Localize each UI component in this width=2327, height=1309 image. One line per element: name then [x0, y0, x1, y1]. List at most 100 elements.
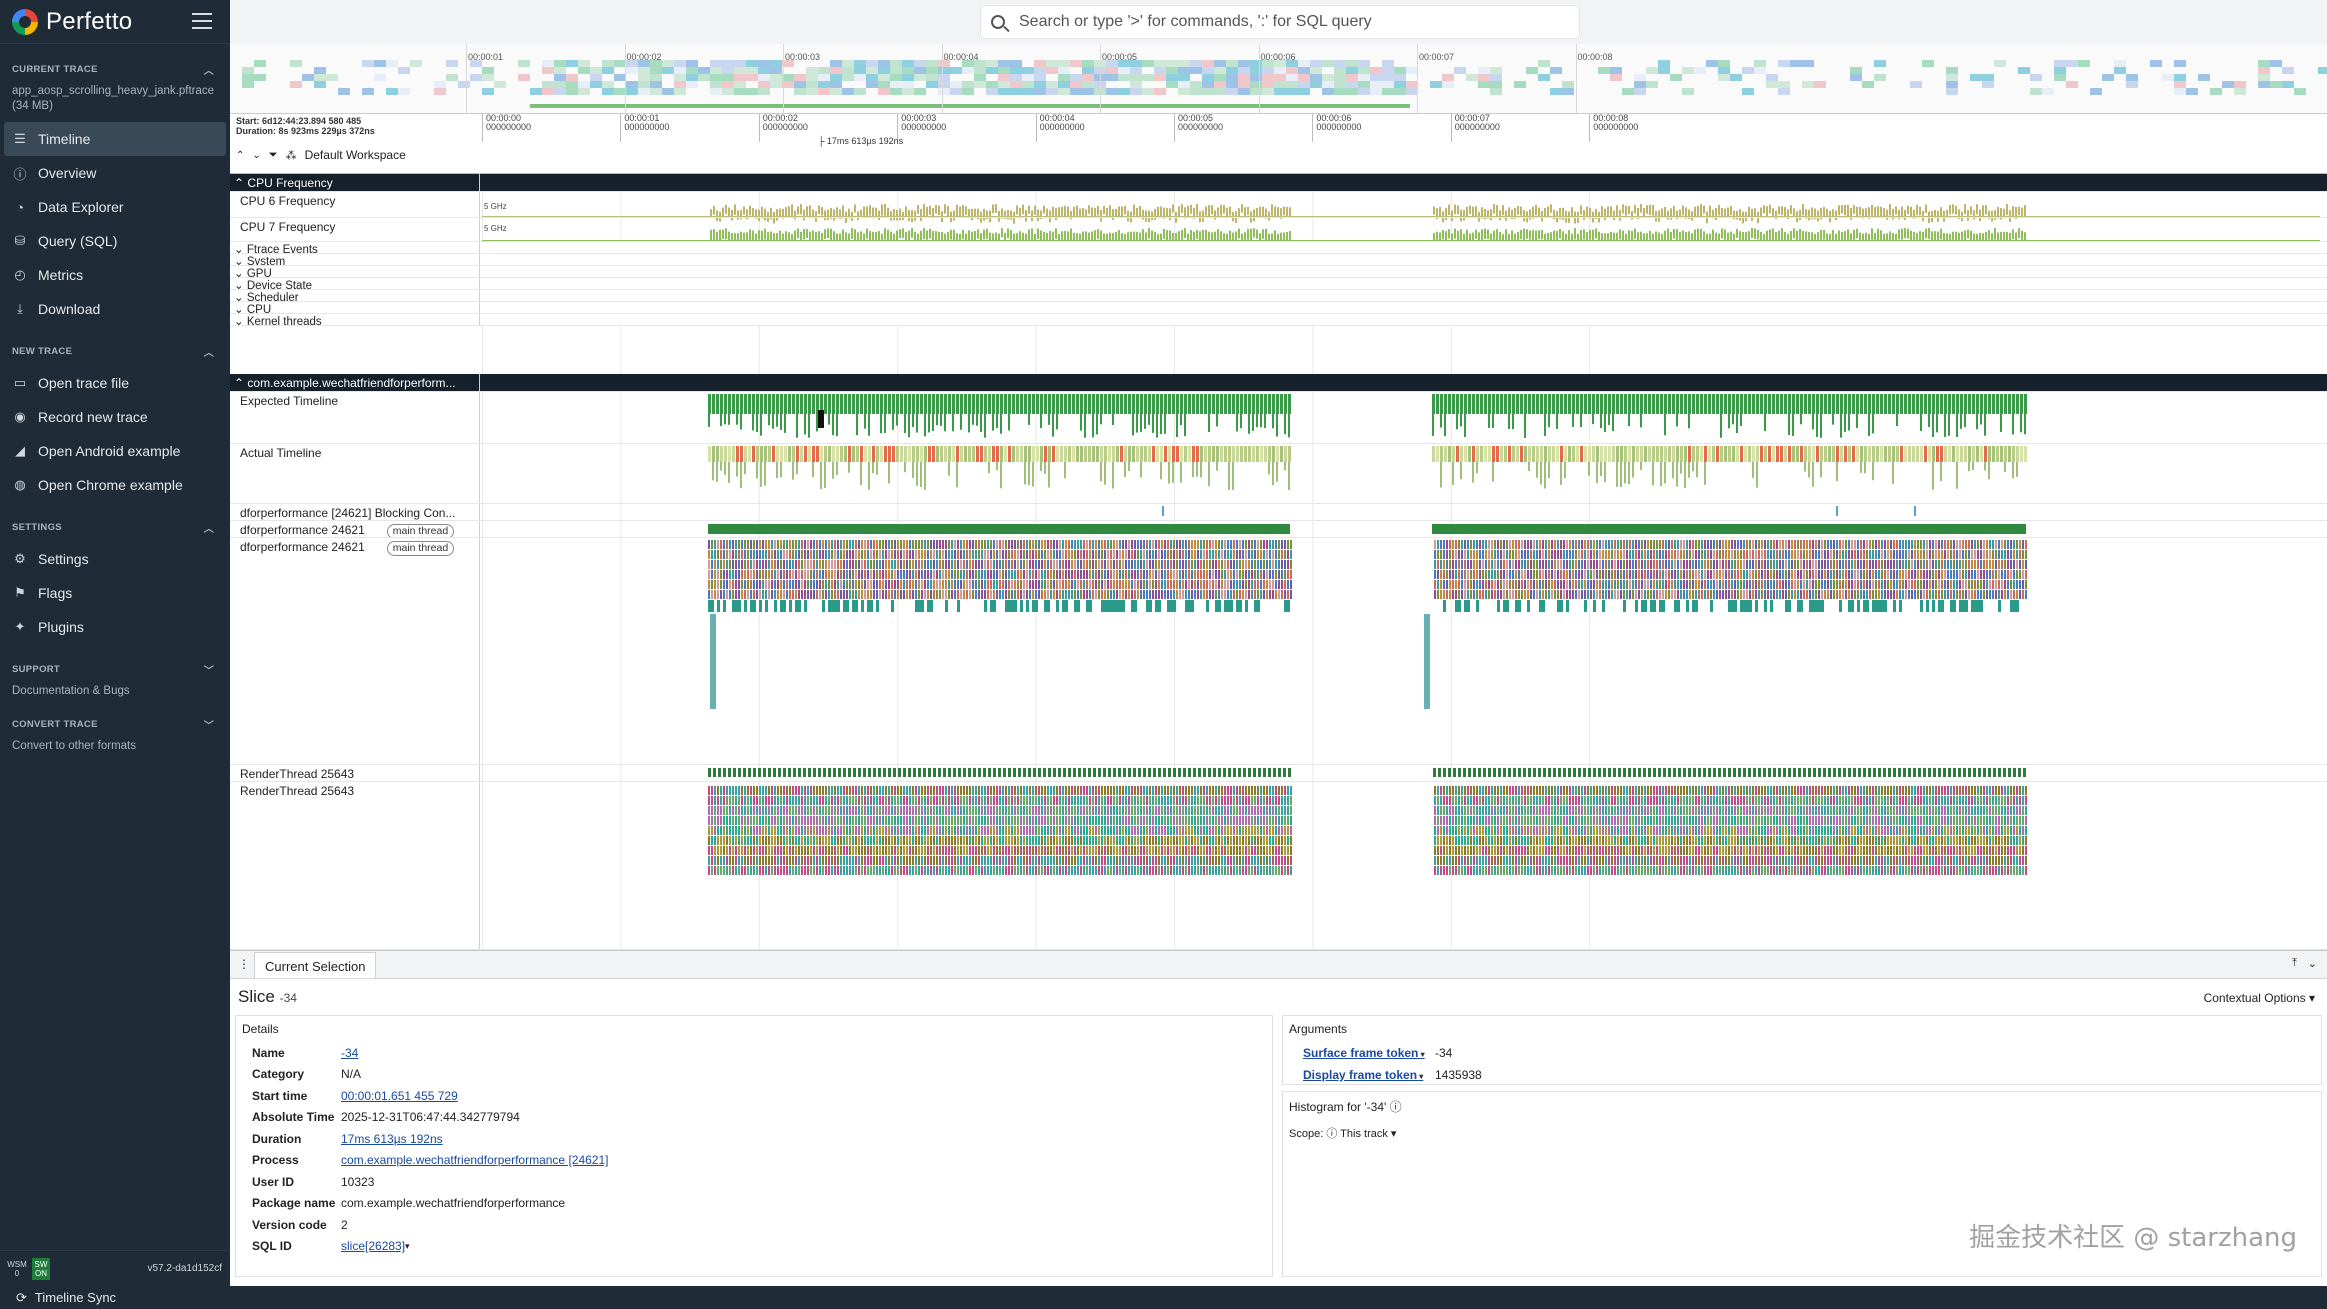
main-thread-slice — [1989, 570, 1991, 579]
omnibox[interactable]: Search or type '>' for commands, ':' for… — [980, 5, 1580, 39]
filter-icon[interactable]: ⏷ — [268, 148, 278, 161]
main-thread-slice — [1680, 590, 1682, 599]
explore-icon: ◔ — [16, 199, 24, 215]
actual-frame — [960, 446, 963, 462]
expected-frame — [1656, 394, 1659, 414]
renderthread-state — [778, 768, 781, 777]
current-trace-section[interactable]: CURRENT TRACE ︿ — [0, 54, 230, 84]
main-thread-slice-deep — [1191, 600, 1194, 612]
support-section[interactable]: SUPPORT ﹀ — [0, 654, 230, 684]
sidebar-item-data-explorer[interactable]: ◔ Data Explorer — [0, 190, 230, 224]
sidebar-item-flags[interactable]: ⚑ Flags — [0, 576, 230, 610]
main-thread-slice — [1527, 580, 1529, 589]
expected-frame — [1636, 394, 1639, 414]
main-thread-slice — [960, 550, 962, 559]
main-thread-slice — [1983, 560, 1985, 569]
main-thread-slice — [1170, 540, 1172, 549]
expected-frame — [1896, 394, 1899, 414]
sidebar-item-open-chrome-example[interactable]: ◍ Open Chrome example — [0, 468, 230, 502]
main-thread-slice — [852, 590, 854, 599]
sidebar-item-settings[interactable]: ⚙ Settings — [0, 542, 230, 576]
overview-heat-cell — [2114, 67, 2126, 74]
renderthread-state — [1543, 768, 1546, 777]
sidebar-item-metrics[interactable]: ◴ Metrics — [0, 258, 230, 292]
sidebar-item-open-android-example[interactable]: ◢ Open Android example — [0, 434, 230, 468]
main-thread-slice — [1605, 560, 1607, 569]
cpu7-freq-bar — [1847, 229, 1849, 242]
settings-section[interactable]: SETTINGS ︿ — [0, 512, 230, 542]
main-thread-slice — [1053, 590, 1055, 599]
collapse-all-icon[interactable]: ⌃ — [236, 149, 245, 161]
cpu6-freq-bar — [758, 209, 760, 222]
renderthread-state — [1553, 768, 1556, 777]
sidebar-item-record-new-trace[interactable]: ◉ Record new trace — [0, 400, 230, 434]
main-thread-slice — [879, 580, 881, 589]
main-thread-slice — [1209, 540, 1211, 549]
hamburger-menu-icon[interactable] — [192, 13, 212, 29]
actual-frame — [1172, 446, 1175, 462]
overview-heat-cell — [1058, 67, 1070, 74]
main-thread-slice — [708, 560, 710, 569]
renderthread-state — [968, 768, 971, 777]
main-thread-slice — [1071, 560, 1073, 569]
main-thread-slice — [1086, 580, 1088, 589]
cpu7-freq-bar — [797, 228, 799, 239]
overview-heat-cell — [746, 60, 758, 67]
sidebar-item-open-trace-file[interactable]: ▭ Open trace file — [0, 366, 230, 400]
main-thread-slice — [942, 590, 944, 599]
sidebar-item-overview[interactable]: ⓘ Overview — [0, 156, 230, 190]
cpu7-freq-bar — [1493, 230, 1495, 241]
convert-trace-section[interactable]: CONVERT TRACE ﹀ — [0, 709, 230, 739]
cpu7-freq-bar — [1550, 232, 1552, 242]
renderthread-state — [723, 768, 726, 777]
main-thread-slice — [1668, 560, 1670, 569]
main-thread-slice — [876, 580, 878, 589]
main-thread-slice — [1194, 550, 1196, 559]
actual-frame — [1884, 446, 1887, 462]
main-thread-slice — [1671, 560, 1673, 569]
cpu6-freq-bar — [1808, 209, 1810, 221]
cpu7-freq-bar — [1073, 232, 1075, 245]
main-thread-slice-deep — [1674, 600, 1677, 612]
expected-frame-nested — [1140, 414, 1142, 432]
main-thread-slice — [966, 540, 968, 549]
overview-heat-cell — [1742, 67, 1754, 74]
expand-all-icon[interactable]: ⌄ — [252, 149, 261, 161]
sidebar-item-timeline[interactable]: ☰ Timeline — [4, 122, 226, 156]
support-sub[interactable]: Documentation & Bugs — [12, 685, 130, 697]
cpu7-freq-bar — [2018, 228, 2020, 239]
main-thread-slice — [765, 560, 767, 569]
renderthread-state — [753, 768, 756, 777]
chevron-up-icon: ︿ — [203, 65, 214, 77]
main-thread-slice — [1701, 550, 1703, 559]
actual-frame — [1232, 446, 1235, 462]
expected-frame-nested — [1056, 414, 1058, 430]
cpu6-freq-bar — [875, 207, 877, 216]
main-thread-slice-deep — [708, 600, 711, 612]
main-thread-slice-deep — [1497, 600, 1500, 612]
track-area[interactable]: ⌃ CPU Frequency CPU 6 Frequency 5 GHz CP… — [230, 174, 2327, 950]
main-thread-slice — [1497, 550, 1499, 559]
overview-timeline[interactable]: 00:00:01 00:00:02 00:00:03 00:00:04 00:00:05… — [230, 44, 2327, 114]
actual-frame — [1284, 446, 1287, 462]
main-thread-slice — [969, 550, 971, 559]
main-thread-slice — [1479, 550, 1481, 559]
main-thread-slice — [954, 550, 956, 559]
main-thread-slice — [1275, 540, 1277, 549]
workspace-name[interactable]: Default Workspace — [304, 148, 406, 162]
new-trace-section[interactable]: NEW TRACE ︿ — [0, 336, 230, 366]
sidebar-item-plugins[interactable]: ✦ Plugins — [0, 610, 230, 644]
main-thread-slice — [837, 580, 839, 589]
overview-heat-cell — [2258, 67, 2270, 74]
main-thread-slice — [1257, 590, 1259, 599]
actual-frame — [1492, 446, 1495, 462]
main-thread-slice — [837, 550, 839, 559]
sidebar-item-download[interactable]: ⤓ Download — [0, 292, 230, 326]
main-thread-slice-deep — [1113, 600, 1116, 612]
actual-frame — [1192, 446, 1195, 462]
main-thread-slice — [1239, 560, 1241, 569]
main-thread-slice — [1959, 590, 1961, 599]
sidebar-item-query-sql-[interactable]: ⛁ Query (SQL) — [0, 224, 230, 258]
main-thread-slice — [1101, 570, 1103, 579]
convert-sub[interactable]: Convert to other formats — [12, 740, 136, 752]
